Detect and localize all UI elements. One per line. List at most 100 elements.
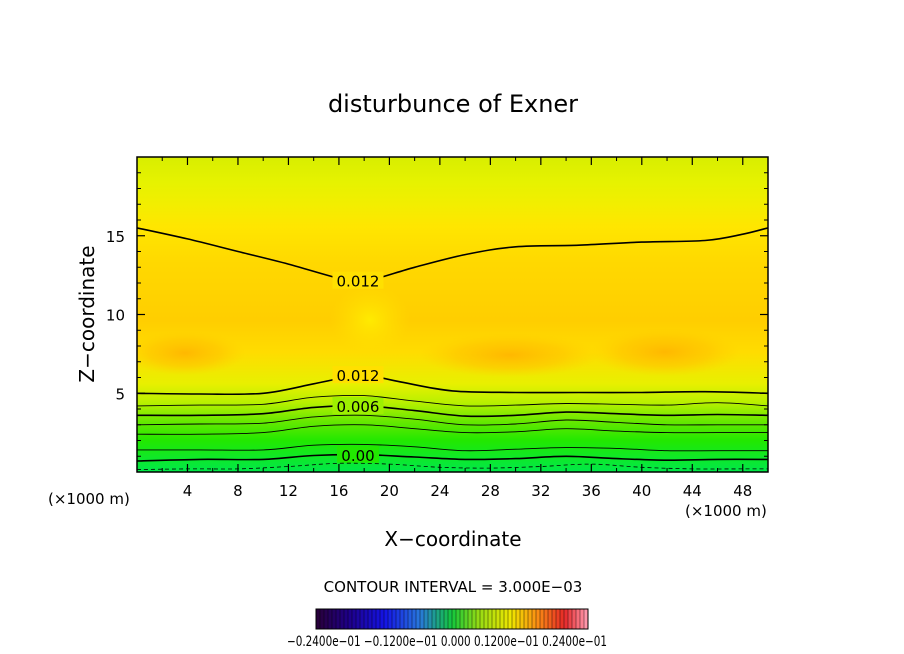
contour-interval-text: CONTOUR INTERVAL = 3.000E−03 xyxy=(324,578,583,596)
colorbar-cell xyxy=(464,609,469,629)
colorbar-labels: −0.2400e−01 −0.1200e−01 0.000 0.1200e−01… xyxy=(287,634,607,650)
contour-line xyxy=(137,453,768,462)
colorbar-cell xyxy=(356,609,361,629)
colorbar-cell xyxy=(520,609,525,629)
colorbar-cell xyxy=(480,609,485,629)
colorbar-cell xyxy=(532,609,537,629)
x-unit-label-left: (×1000 m) xyxy=(48,490,130,508)
colorbar-cell xyxy=(384,609,389,629)
colorbar-cell xyxy=(320,609,325,629)
field-max-right xyxy=(590,328,740,376)
colorbar-cell xyxy=(340,609,345,629)
contour-line xyxy=(137,404,768,418)
contour-lines: 0.00 0.006 0.012 0.012 xyxy=(137,227,768,470)
colorbar-cell xyxy=(400,609,405,629)
field-max-center xyxy=(420,333,600,377)
colorbar-cell xyxy=(388,609,393,629)
colorbar-cell xyxy=(540,609,545,629)
colorbar-cell xyxy=(360,609,365,629)
colorbar-cell xyxy=(496,609,501,629)
colorbar xyxy=(315,608,589,630)
colorbar-cell xyxy=(552,609,557,629)
colorbar-cell xyxy=(448,609,453,629)
colorbar-cell xyxy=(376,609,381,629)
colorbar-cell xyxy=(372,609,377,629)
x-tick-label: 32 xyxy=(531,482,550,500)
y-axis: 5 10 15 xyxy=(106,172,768,457)
colorbar-cell xyxy=(576,609,581,629)
chart-title: disturbunce of Exner xyxy=(328,90,578,118)
plot-area: 0.00 0.006 0.012 0.012 xyxy=(137,157,768,472)
colorbar-cell xyxy=(444,609,449,629)
x-tick-label: 48 xyxy=(733,482,752,500)
y-tick-label: 10 xyxy=(106,307,125,325)
colorbar-cell xyxy=(460,609,465,629)
field-fill xyxy=(137,157,768,472)
contour-line xyxy=(137,373,768,396)
colorbar-cell xyxy=(476,609,481,629)
contour-line xyxy=(137,443,768,452)
colorbar-cell xyxy=(500,609,505,629)
colorbar-cell xyxy=(352,609,357,629)
x-tick-label: 40 xyxy=(632,482,651,500)
x-tick-label: 24 xyxy=(430,482,449,500)
colorbar-cell xyxy=(504,609,509,629)
colorbar-cell xyxy=(328,609,333,629)
colorbar-cell xyxy=(492,609,497,629)
colorbar-frame xyxy=(315,608,589,630)
contour-line-negative xyxy=(137,462,768,470)
colorbar-cell xyxy=(408,609,413,629)
colorbar-cell xyxy=(452,609,457,629)
x-unit-label-right: (×1000 m) xyxy=(685,502,767,520)
colorbar-cell xyxy=(548,609,553,629)
x-axis: 4 8 12 16 20 24 28 32 36 40 44 48 xyxy=(161,157,752,500)
colorbar-cell xyxy=(412,609,417,629)
colorbar-cell xyxy=(420,609,425,629)
x-tick-label: 12 xyxy=(279,482,298,500)
colorbar-cell xyxy=(432,609,437,629)
colorbar-cell xyxy=(472,609,477,629)
colorbar-cell xyxy=(316,609,321,629)
x-tick-label: 20 xyxy=(380,482,399,500)
colorbar-cell xyxy=(584,609,589,629)
colorbar-cell xyxy=(344,609,349,629)
contour-label: 0.012 xyxy=(337,367,380,385)
colorbar-cell xyxy=(348,609,353,629)
colorbar-cell xyxy=(380,609,385,629)
contour-label-bg xyxy=(337,445,379,463)
x-tick-label: 36 xyxy=(582,482,601,500)
x-tick-label: 8 xyxy=(233,482,243,500)
colorbar-cell xyxy=(404,609,409,629)
x-tick-label: 4 xyxy=(183,482,193,500)
colorbar-cell xyxy=(580,609,585,629)
contour-line xyxy=(137,414,768,426)
colorbar-cell xyxy=(336,609,341,629)
colorbar-cell xyxy=(364,609,369,629)
colorbar-cell xyxy=(416,609,421,629)
colorbar-cell xyxy=(488,609,493,629)
colorbar-cell xyxy=(456,609,461,629)
y-tick-label: 15 xyxy=(106,228,125,246)
colorbar-cell xyxy=(396,609,401,629)
contour-label-bg xyxy=(332,397,384,415)
colorbar-cell xyxy=(560,609,565,629)
contour-line xyxy=(137,227,768,283)
field-pale-center xyxy=(330,285,410,355)
contour-label-bg xyxy=(332,271,384,289)
x-axis-label: X−coordinate xyxy=(384,527,521,551)
contour-label: 0.00 xyxy=(341,447,374,465)
colorbar-cell xyxy=(424,609,429,629)
colorbar-cell xyxy=(440,609,445,629)
contour-line xyxy=(137,424,768,435)
colorbar-cell xyxy=(508,609,513,629)
y-axis-label: Z−coordinate xyxy=(75,245,99,382)
colorbar-cell xyxy=(368,609,373,629)
colorbar-cell xyxy=(428,609,433,629)
y-tick-label: 5 xyxy=(115,385,125,403)
x-tick-label: 16 xyxy=(329,482,348,500)
colorbar-cell xyxy=(544,609,549,629)
colorbar-cell xyxy=(528,609,533,629)
colorbar-cell xyxy=(332,609,337,629)
contour-line xyxy=(137,394,768,407)
